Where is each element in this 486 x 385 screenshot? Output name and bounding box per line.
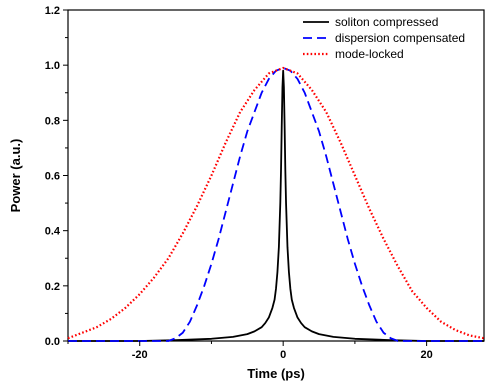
y-tick-label: 0.8: [45, 115, 60, 127]
legend-label-3: mode-locked: [335, 47, 404, 61]
series-line-2: [68, 67, 484, 342]
x-tick-label: -20: [132, 349, 148, 361]
y-tick-label: 1.2: [45, 5, 60, 17]
series-layer: [67, 66, 485, 342]
y-tick-label: 0.6: [45, 171, 60, 183]
x-axis-title: Time (ps): [247, 366, 305, 381]
series-line-1: [68, 69, 484, 342]
y-axis-title: Power (a.u.): [8, 139, 23, 213]
x-tick-label: 0: [280, 349, 286, 361]
y-tick-label: 0.0: [45, 336, 60, 348]
plot-area: 0.0 0.2 0.4 0.6 0.8 1.0 1.2 -20 0 20: [45, 5, 485, 361]
legend: soliton compressed dispersion compensated…: [303, 15, 465, 61]
y-tick-label: 0.2: [45, 281, 60, 293]
y-tick-label: 1.0: [45, 60, 60, 72]
y-tick-label: 0.4: [45, 226, 61, 238]
legend-label-2: dispersion compensated: [335, 31, 465, 45]
series-line-3: [67, 66, 485, 340]
ticks-layer: 0.0 0.2 0.4 0.6 0.8 1.0 1.2 -20 0 20: [45, 5, 433, 361]
legend-label-1: soliton compressed: [335, 15, 438, 29]
x-tick-label: 20: [420, 349, 432, 361]
